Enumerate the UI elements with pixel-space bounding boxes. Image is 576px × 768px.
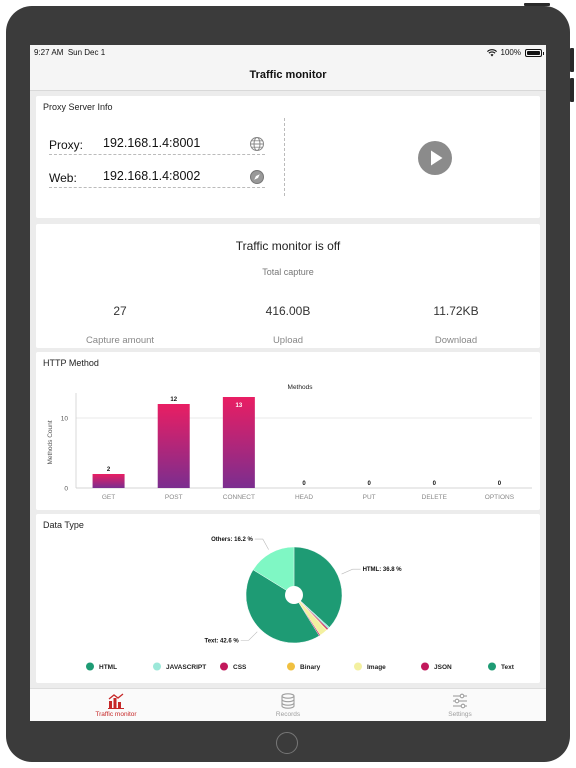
status-time: 9:27 AM Sun Dec 1 — [34, 48, 106, 57]
battery-icon — [525, 48, 544, 57]
capture-amount-stat: 27 Capture amount — [60, 304, 180, 346]
status-bar: 9:27 AM Sun Dec 1 100% — [30, 45, 546, 61]
slice-label-others: Others: 16.2 % — [211, 537, 253, 543]
legend-swatch-json — [421, 662, 429, 671]
app-screen: 9:27 AM Sun Dec 1 100% Traffic monitor P… — [30, 45, 546, 721]
bar-value-put: 0 — [367, 481, 371, 487]
legend-label-json: JSON — [434, 664, 452, 671]
legend-label-html: HTML — [99, 664, 117, 671]
upload-label: Upload — [272, 335, 304, 346]
http-method-card: HTTP Method Methods Methods Count 0 10 2 GET 1… — [36, 352, 540, 510]
legend-label-binary: Binary — [300, 664, 321, 671]
globe-icon[interactable] — [249, 136, 265, 152]
data-type-card: Data Type HTML: 36.8 % Text: 42.6 % Others… — [36, 514, 540, 683]
web-row: Web: 192.168.1.4:8002 — [49, 166, 265, 188]
http-method-chart: Methods Methods Count 0 10 2 GET 12 POST 13 CONNE… — [47, 384, 532, 501]
proxy-label: Proxy: — [49, 138, 84, 152]
tab-records-label: Records — [275, 711, 301, 718]
volume-up-button — [570, 48, 574, 72]
vertical-divider — [284, 118, 285, 196]
slice-text — [245, 569, 320, 644]
proxy-address[interactable]: 192.168.1.4:8001 — [103, 136, 201, 150]
upload-value: 416.00B — [265, 304, 311, 318]
y-tick-0: 0 — [64, 486, 68, 493]
tab-settings[interactable]: Settings — [374, 689, 546, 721]
y-axis-label: Methods Count — [47, 420, 54, 464]
chart-title: Methods — [288, 384, 314, 391]
download-label: Download — [434, 335, 478, 346]
slice-label-html: HTML: 36.8 % — [363, 567, 403, 573]
bar-value-connect: 13 — [236, 403, 243, 409]
tab-settings-label: Settings — [448, 711, 472, 718]
slice-leader-text — [240, 631, 258, 641]
download-stat: 11.72KB Download — [396, 304, 516, 346]
x-tick-get: GET — [102, 494, 115, 501]
slice-html — [293, 546, 343, 628]
tab-records[interactable]: Records — [202, 689, 374, 721]
slice-label-text: Text: 42.6 % — [204, 638, 239, 644]
battery-percent: 100% — [500, 48, 521, 57]
bar-value-get: 2 — [107, 467, 111, 473]
bar-value-post: 12 — [170, 397, 177, 403]
total-capture-label: Total capture — [262, 267, 314, 277]
tab-traffic-monitor[interactable]: Traffic monitor — [30, 689, 202, 721]
legend-label-image: Image — [367, 664, 386, 671]
status-right: 100% — [486, 48, 544, 57]
data-type-chart: HTML: 36.8 % Text: 42.6 % Others: 16.2 % HT… — [86, 537, 515, 671]
bar-value-head: 0 — [302, 481, 306, 487]
nav-bar: Traffic monitor — [30, 61, 546, 91]
x-tick-head: HEAD — [295, 494, 313, 501]
page-title: Traffic monitor — [249, 69, 327, 81]
bar-value-delete: 0 — [433, 481, 437, 487]
home-button[interactable] — [276, 732, 298, 754]
legend-swatch-text — [488, 662, 496, 671]
slice-leader-others — [254, 538, 269, 550]
legend-swatch-image — [354, 662, 362, 671]
x-tick-delete: DELETE — [422, 494, 448, 501]
y-tick-10: 10 — [61, 416, 69, 423]
legend-swatch-binary — [287, 662, 295, 671]
volume-down-button — [570, 78, 574, 102]
tab-bar: Traffic monitor Records Settings — [30, 688, 546, 721]
legend-label-javascript: JAVASCRIPT — [166, 664, 206, 671]
http-method-title: HTTP Method — [43, 358, 99, 368]
legend-label-css: CSS — [233, 664, 247, 671]
monitor-status: Traffic monitor is off — [235, 239, 341, 253]
traffic-stats-card: Traffic monitor is off Total capture 27 … — [36, 224, 540, 348]
x-tick-connect: CONNECT — [223, 494, 255, 501]
chart-icon — [108, 693, 124, 709]
legend-swatch-css — [220, 662, 228, 671]
start-monitor-button[interactable] — [418, 141, 452, 175]
tab-traffic-monitor-label: Traffic monitor — [95, 711, 137, 718]
bar-value-options: 0 — [498, 481, 502, 487]
bar-connect — [222, 397, 255, 488]
proxy-info-title: Proxy Server Info — [43, 102, 113, 112]
proxy-info-card: Proxy Server Info Proxy: 192.168.1.4:800… — [36, 96, 540, 218]
proxy-row: Proxy: 192.168.1.4:8001 — [49, 133, 265, 155]
capture-amount-label: Capture amount — [85, 335, 155, 346]
x-tick-put: PUT — [363, 494, 376, 501]
legend-swatch-javascript — [153, 662, 161, 671]
legend-swatch-html — [86, 662, 94, 671]
bar-get — [92, 474, 125, 488]
web-address[interactable]: 192.168.1.4:8002 — [103, 169, 201, 183]
compass-icon[interactable] — [249, 169, 265, 185]
sliders-icon — [453, 693, 467, 709]
web-label: Web: — [49, 171, 77, 185]
bar-post — [157, 404, 190, 488]
x-tick-post: POST — [165, 494, 183, 501]
upload-stat: 416.00B Upload — [228, 304, 348, 346]
pie-hole — [285, 586, 303, 604]
power-button — [524, 3, 550, 6]
slice-leader-html — [341, 568, 361, 575]
play-icon — [431, 150, 443, 166]
wifi-icon — [486, 48, 497, 56]
download-value: 11.72KB — [433, 304, 479, 318]
slice-others — [252, 546, 295, 596]
capture-amount-value: 27 — [113, 304, 127, 318]
database-icon — [281, 693, 295, 709]
data-type-title: Data Type — [43, 520, 84, 530]
legend-label-text: Text — [501, 664, 515, 671]
x-tick-options: OPTIONS — [485, 494, 515, 501]
